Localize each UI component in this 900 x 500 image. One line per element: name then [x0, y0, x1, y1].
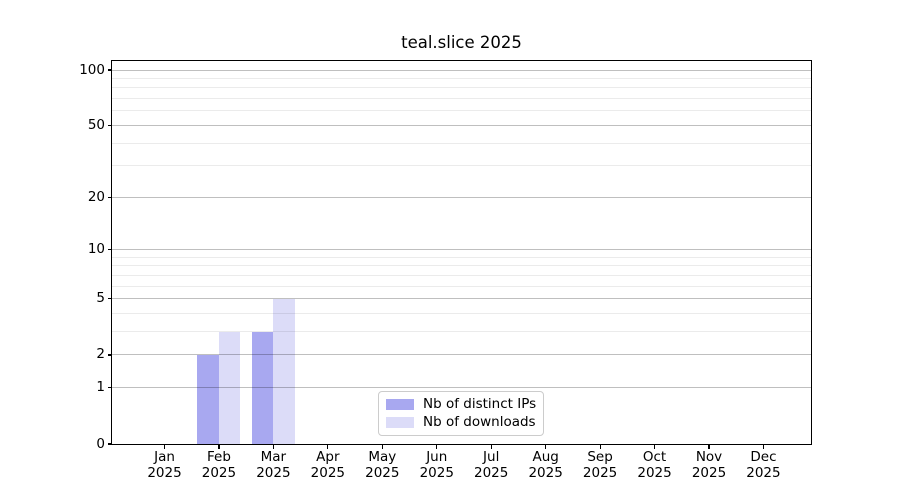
major-gridline [112, 298, 811, 300]
legend-label: Nb of downloads [423, 414, 536, 430]
y-tick-mark [107, 69, 112, 71]
legend-label: Nb of distinct IPs [423, 396, 537, 412]
x-tick-mark [218, 445, 220, 449]
y-tick-mark [107, 354, 112, 356]
minor-gridline [112, 331, 811, 333]
minor-gridline [112, 78, 811, 80]
x-tick-label: Feb 2025 [201, 448, 237, 482]
x-tick-mark [327, 445, 329, 449]
x-tick-label: Sep 2025 [582, 448, 618, 482]
legend-item: Nb of downloads [386, 414, 536, 431]
y-tick-mark [107, 387, 112, 389]
y-tick-mark [107, 443, 112, 445]
minor-gridline [112, 142, 811, 144]
legend-swatch-icon [386, 399, 414, 410]
x-tick-mark [272, 445, 274, 449]
major-gridline [112, 124, 811, 126]
major-gridline [112, 69, 811, 71]
y-tick-label: 2 [96, 346, 105, 363]
x-tick-mark [381, 445, 383, 449]
y-tick-mark [107, 298, 112, 300]
x-tick-mark [163, 445, 166, 449]
x-tick-label: Mar 2025 [256, 448, 291, 482]
x-tick-label: Jul 2025 [474, 448, 509, 482]
y-tick-label: 5 [96, 290, 105, 307]
x-tick-label: Jun 2025 [419, 448, 454, 482]
major-gridline [112, 196, 811, 198]
x-tick-mark [762, 445, 765, 449]
y-tick-mark [107, 196, 112, 198]
bar-mar-downloads [273, 298, 295, 444]
x-tick-label: Jan 2025 [147, 448, 182, 482]
y-tick-label: 0 [96, 435, 105, 452]
x-tick-mark [436, 445, 438, 449]
major-gridline [112, 249, 811, 251]
y-tick-label: 100 [79, 61, 105, 78]
minor-gridline [112, 165, 811, 167]
x-tick-mark [545, 445, 547, 449]
x-tick-label: Dec 2025 [746, 448, 781, 482]
y-tick-mark [107, 249, 112, 251]
minor-gridline [112, 275, 811, 277]
minor-gridline [112, 313, 811, 315]
x-tick-mark [490, 445, 492, 449]
major-gridline [112, 354, 811, 356]
chart-title: teal.slice 2025 [401, 33, 522, 52]
minor-gridline [112, 87, 811, 89]
minor-gridline [112, 265, 811, 267]
bar-feb-downloads [218, 331, 241, 444]
legend-item: Nb of distinct IPs [386, 396, 536, 413]
y-tick-mark [107, 124, 112, 127]
major-gridline [112, 387, 811, 389]
bar-feb-distinct-ips [197, 354, 219, 444]
x-tick-mark [599, 445, 601, 449]
legend: Nb of distinct IPs Nb of downloads [378, 391, 544, 436]
axes-frame [111, 60, 812, 445]
minor-gridline [112, 256, 811, 258]
x-tick-label: Apr 2025 [310, 448, 346, 482]
minor-gridline [112, 285, 811, 287]
y-tick-label: 50 [87, 116, 105, 133]
legend-swatch-icon [386, 417, 414, 428]
minor-gridline [112, 98, 811, 100]
x-tick-mark [653, 445, 656, 449]
y-tick-label: 10 [87, 241, 105, 258]
x-tick-label: Nov 2025 [691, 448, 727, 482]
y-tick-label: 20 [87, 188, 105, 205]
bar-mar-distinct-ips [251, 331, 274, 444]
x-tick-mark [708, 445, 710, 449]
y-tick-label: 1 [96, 379, 105, 396]
x-tick-label: Aug 2025 [528, 448, 563, 482]
minor-gridline [112, 110, 811, 112]
x-tick-label: Oct 2025 [637, 448, 672, 482]
x-tick-label: May 2025 [365, 448, 400, 482]
